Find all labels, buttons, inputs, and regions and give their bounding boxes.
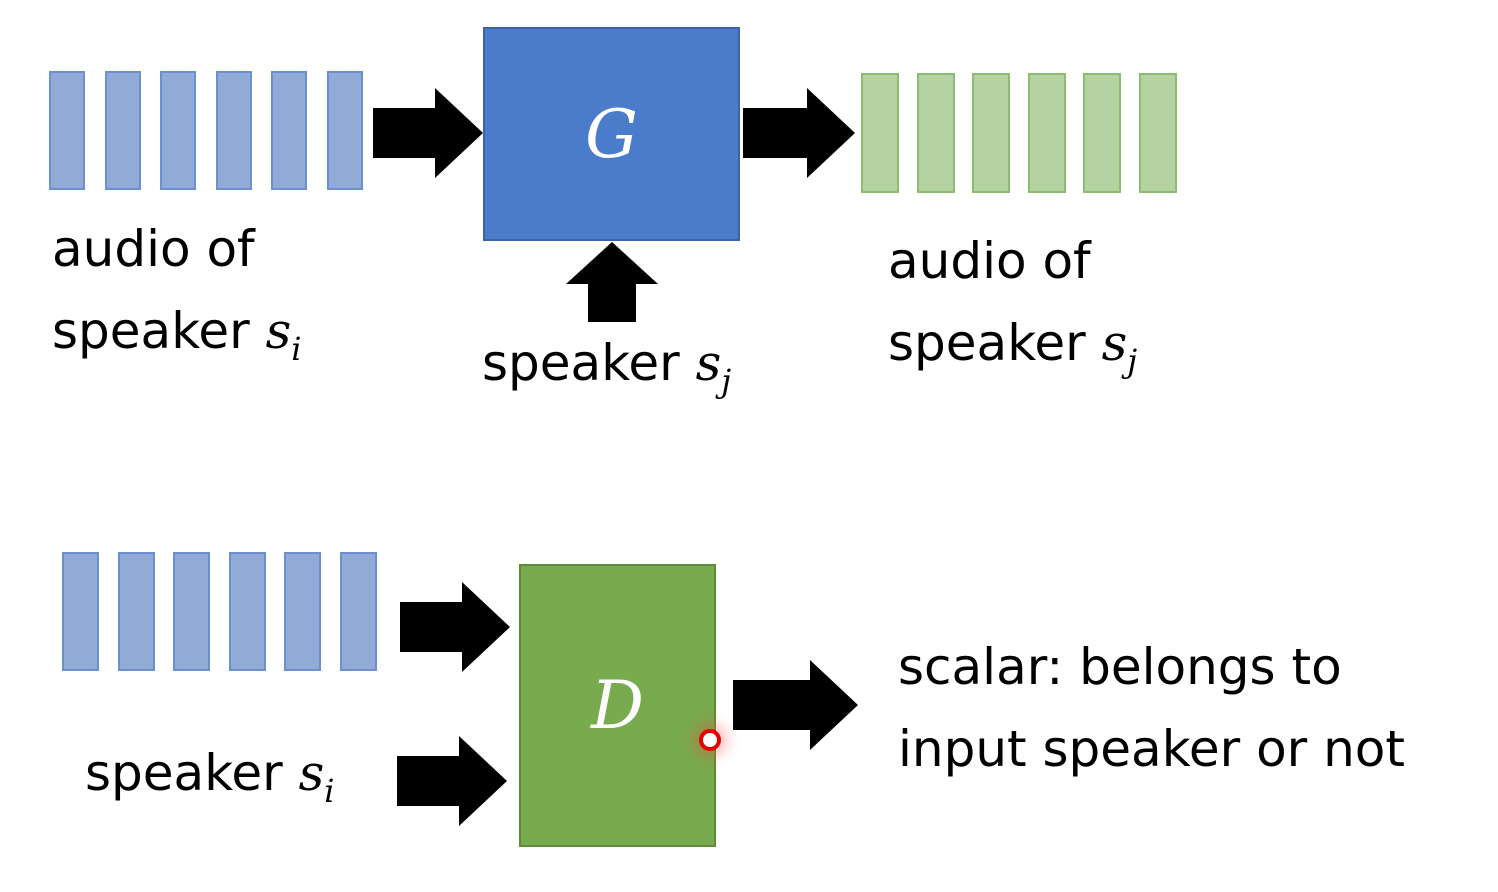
arrow-right-icon [397, 736, 507, 826]
speaker-variable: s [695, 334, 722, 392]
arrow-right-icon [743, 88, 855, 178]
input-audio-bar [340, 552, 377, 671]
arrow-right-icon [400, 582, 510, 672]
speaker-subscript: i [291, 330, 302, 368]
output-audio-bar [861, 73, 899, 193]
generator-box-label: G [585, 95, 638, 173]
generator-input-label: audio of speaker si [52, 208, 302, 378]
label-line: speaker sj [888, 302, 1137, 390]
discriminator-box-label: D [591, 667, 644, 744]
input-audio-bar [118, 552, 155, 671]
speaker-subscript: i [324, 772, 335, 810]
input-audio-bar [216, 71, 252, 190]
label-text: speaker [85, 744, 283, 802]
input-audio-bar [284, 552, 321, 671]
label-line: scalar: belongs to [898, 638, 1342, 696]
arrow-up-icon [566, 242, 658, 322]
generator-condition-label: speaker sj [482, 322, 731, 410]
generator-box: G [483, 27, 740, 241]
arrow-right-icon [733, 660, 858, 750]
output-audio-bar [972, 73, 1010, 193]
label-text: speaker [888, 314, 1086, 372]
speaker-variable: s [1101, 314, 1128, 372]
input-audio-bar [173, 552, 210, 671]
label-text: speaker [52, 302, 250, 360]
label-line: speaker si [52, 290, 302, 378]
output-audio-bar [917, 73, 955, 193]
input-audio-bar [105, 71, 141, 190]
label-line: audio of [888, 232, 1091, 290]
output-audio-bar [1139, 73, 1177, 193]
speaker-subscript: j [1127, 342, 1138, 380]
input-audio-bar [327, 71, 363, 190]
speaker-variable: s [298, 744, 325, 802]
discriminator-condition-label: speaker si [85, 732, 335, 820]
label-line: audio of [52, 220, 255, 278]
output-audio-bar [1028, 73, 1066, 193]
input-audio-bar [62, 552, 99, 671]
discriminator-output-label: scalar: belongs to input speaker or not [898, 626, 1405, 790]
laser-pointer-dot [699, 729, 721, 751]
input-audio-bar [229, 552, 266, 671]
input-audio-bar [271, 71, 307, 190]
speaker-subscript: j [721, 362, 732, 400]
speaker-variable: s [265, 302, 292, 360]
input-audio-bar [49, 71, 85, 190]
label-text: speaker [482, 334, 680, 392]
generator-output-label: audio of speaker sj [888, 220, 1137, 390]
label-line: input speaker or not [898, 720, 1406, 778]
output-audio-bar [1083, 73, 1121, 193]
arrow-right-icon [373, 88, 483, 178]
discriminator-box: D [519, 564, 716, 847]
input-audio-bar [160, 71, 196, 190]
